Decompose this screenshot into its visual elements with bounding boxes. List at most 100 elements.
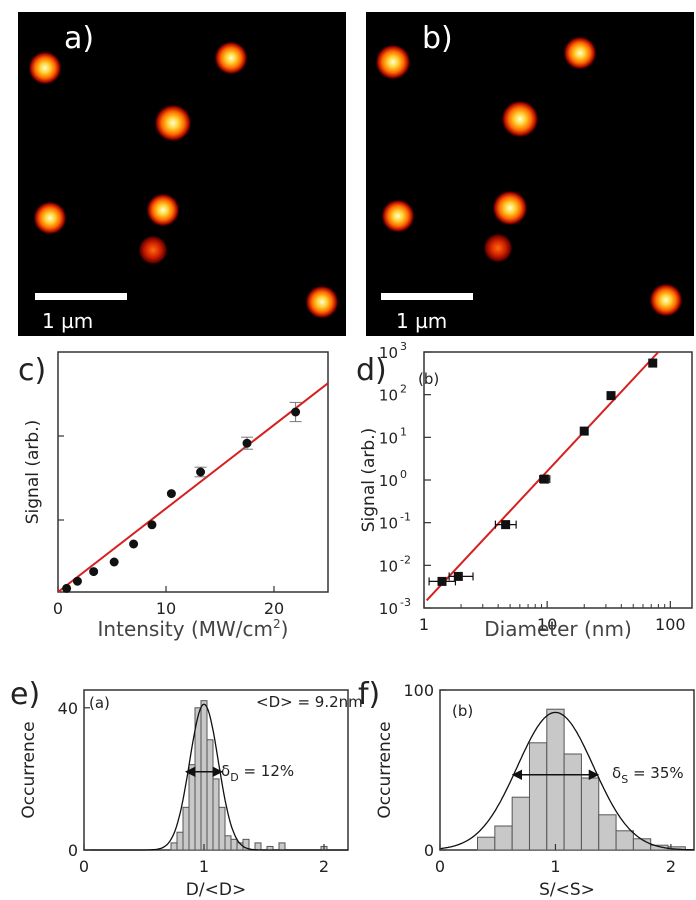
histogram-bar (242, 838, 250, 851)
histogram-bar (194, 707, 202, 851)
y-tick-mantissa: 10 (379, 344, 398, 362)
histogram-bar (563, 753, 582, 851)
x-tick-label: 1 (550, 857, 560, 876)
panel-f-width-text: δS = 35% (612, 764, 684, 786)
histogram-bar (477, 836, 496, 851)
x-tick-label: 20 (264, 599, 284, 618)
spot (483, 233, 513, 263)
histogram-bar (494, 825, 513, 851)
histogram-bar (511, 796, 530, 851)
spot (649, 283, 683, 317)
panel-e-mean-text: <D> = 9.2nm (256, 693, 363, 711)
y-tick-exponent: 0 (400, 468, 407, 481)
x-tick-label: 2 (666, 857, 676, 876)
panel-d-label: d) (356, 353, 387, 388)
y-tick-exponent: 3 (400, 340, 407, 353)
panel-a-scalebar (35, 293, 127, 300)
panel-e: e) (a) <D> = 9.2nm δD = 12% 0 1 2 0 40 D/<D> O… (10, 677, 363, 900)
spot (492, 190, 528, 226)
gaussian-fit (84, 703, 348, 851)
y-tick-label: 10 (379, 387, 398, 405)
histogram-bar (206, 739, 214, 851)
x-tick-label: 0 (53, 599, 63, 618)
gaussian-fit (439, 711, 694, 851)
x-axis-title-main: Intensity (MW/cm (98, 617, 273, 641)
y-tick-exponent: -3 (400, 596, 411, 609)
data-point (501, 520, 511, 530)
y-tick-label: 100 (403, 681, 434, 700)
x-tick-label: 100 (655, 615, 686, 634)
histogram-bar (598, 814, 617, 851)
histogram-bar (182, 806, 190, 851)
data-point (579, 426, 589, 436)
panel-b-label: b) (422, 21, 453, 56)
panel-a-spots (28, 41, 339, 319)
data-point (89, 567, 99, 577)
panel-f-label: f) (358, 677, 380, 712)
spot (138, 235, 168, 265)
width-value: = 35% (628, 764, 683, 782)
spot (563, 36, 597, 70)
spot (381, 199, 415, 233)
y-axis-title: Occurrence (375, 721, 395, 818)
fit-line (57, 382, 329, 593)
y-tick-label: 10 (379, 515, 398, 533)
panel-b-scalebar (381, 293, 473, 300)
y-tick-mantissa: 10 (379, 429, 398, 447)
x-axis-title: D/<D> (186, 880, 246, 900)
spot (146, 193, 180, 227)
histogram-bar (176, 831, 184, 851)
x-axis-title-end: ) (281, 617, 289, 641)
panel-a: a) 1 µm (18, 12, 346, 336)
panel-b-spots (375, 36, 683, 317)
panel-f-inset-label: (b) (452, 702, 473, 720)
histogram-bar (230, 838, 238, 851)
y-tick-mantissa: 10 (379, 600, 398, 618)
panel-e-label: e) (10, 677, 40, 712)
x-axis-title-sup: 2 (273, 617, 281, 631)
data-point (606, 391, 616, 401)
histogram-bar (170, 842, 178, 851)
histogram-bar (580, 777, 600, 851)
y-tick-label: 40 (58, 699, 78, 718)
x-tick-label: 0 (79, 857, 89, 876)
y-tick-label: 10 (379, 472, 398, 490)
panel-f-plot: 0 1 2 0 100 S/<S> Occurrence (375, 681, 695, 900)
histogram-bar (278, 842, 286, 851)
data-point (453, 571, 463, 581)
data-point (166, 489, 176, 499)
y-tick-label: 10 (379, 557, 398, 575)
histogram-bar (615, 830, 634, 851)
histogram-bar (200, 700, 208, 851)
histogram-bar (528, 742, 548, 851)
x-axis-title: Intensity (MW/cm2) (98, 617, 289, 641)
data-point (539, 474, 549, 484)
panel-e-width-text: δD = 12% (221, 762, 294, 784)
y-tick-exponent: 1 (400, 425, 407, 438)
panel-e-plot: 0 1 2 0 40 D/<D> Occurrence (19, 689, 349, 900)
width-sub: S (621, 773, 628, 786)
panel-f: f) (b) δS = 35% 0 1 2 0 100 S/<S> Occurrence (358, 677, 695, 900)
spot (33, 201, 67, 235)
spot (305, 285, 339, 319)
panel-b: b) 1 µm (366, 12, 694, 336)
y-tick-mantissa: 10 (379, 387, 398, 405)
spot (28, 51, 62, 85)
histogram-bar (254, 842, 262, 851)
histogram-bar (632, 838, 652, 851)
y-tick-exponent: -1 (400, 511, 411, 524)
y-tick-label: 10 (379, 600, 398, 618)
histogram-bar (546, 708, 565, 851)
data-point (72, 576, 82, 586)
y-tick-exponent: 2 (400, 383, 407, 396)
y-tick-label: 10 (379, 344, 398, 362)
x-tick-label: 0 (435, 857, 445, 876)
data-point (62, 583, 72, 593)
panel-b-image (366, 12, 694, 336)
plot-frame (57, 351, 329, 593)
